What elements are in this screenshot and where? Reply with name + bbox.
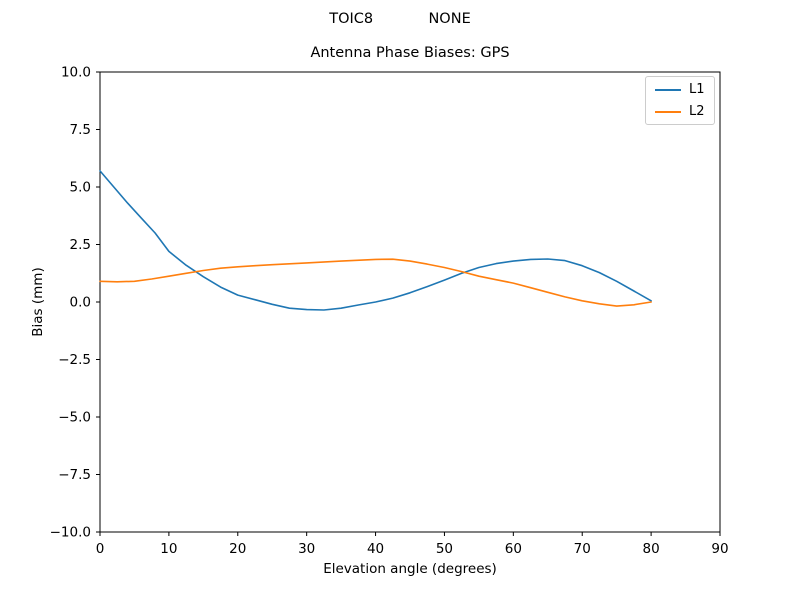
x-tick-label: 30	[298, 541, 315, 557]
x-tick-label: 20	[229, 541, 246, 557]
y-tick-label: −5.0	[58, 410, 91, 426]
figure-suptitle: TOIC8 NONE	[329, 11, 471, 27]
x-tick-label: 40	[367, 541, 384, 557]
y-tick-label: 7.5	[70, 122, 91, 138]
y-tick-label: 5.0	[70, 180, 91, 196]
x-tick-label: 0	[96, 541, 105, 557]
y-tick-label: 10.0	[61, 65, 91, 81]
y-tick-label: −2.5	[58, 352, 91, 368]
legend-label-l1: L1	[689, 82, 705, 97]
x-tick-label: 80	[643, 541, 660, 557]
x-tick-label: 60	[505, 541, 522, 557]
y-tick-label: −7.5	[58, 467, 91, 483]
legend-item-l2: L2	[655, 104, 705, 119]
axes-frame	[99, 71, 721, 533]
y-tick-label: 0.0	[70, 295, 91, 311]
l2-line	[99, 258, 652, 307]
y-axis-label-text: Bias (mm)	[30, 267, 46, 337]
legend-item-l1: L1	[655, 82, 705, 97]
l1-line-swatch	[655, 88, 681, 91]
x-axis-label: Elevation angle (degrees)	[323, 561, 497, 577]
x-tick-label: 10	[160, 541, 177, 557]
x-tick-label: 90	[711, 541, 728, 557]
y-tick-label: 2.5	[70, 237, 91, 253]
legend-label-l2: L2	[689, 104, 705, 119]
x-tick-label: 50	[436, 541, 453, 557]
chart-title: Antenna Phase Biases: GPS	[310, 45, 510, 61]
legend: L1 L2	[645, 76, 715, 125]
l2-line-swatch	[655, 110, 681, 113]
x-tick-label: 70	[574, 541, 591, 557]
y-tick-label: −10.0	[50, 525, 91, 541]
l1-line	[99, 170, 652, 311]
